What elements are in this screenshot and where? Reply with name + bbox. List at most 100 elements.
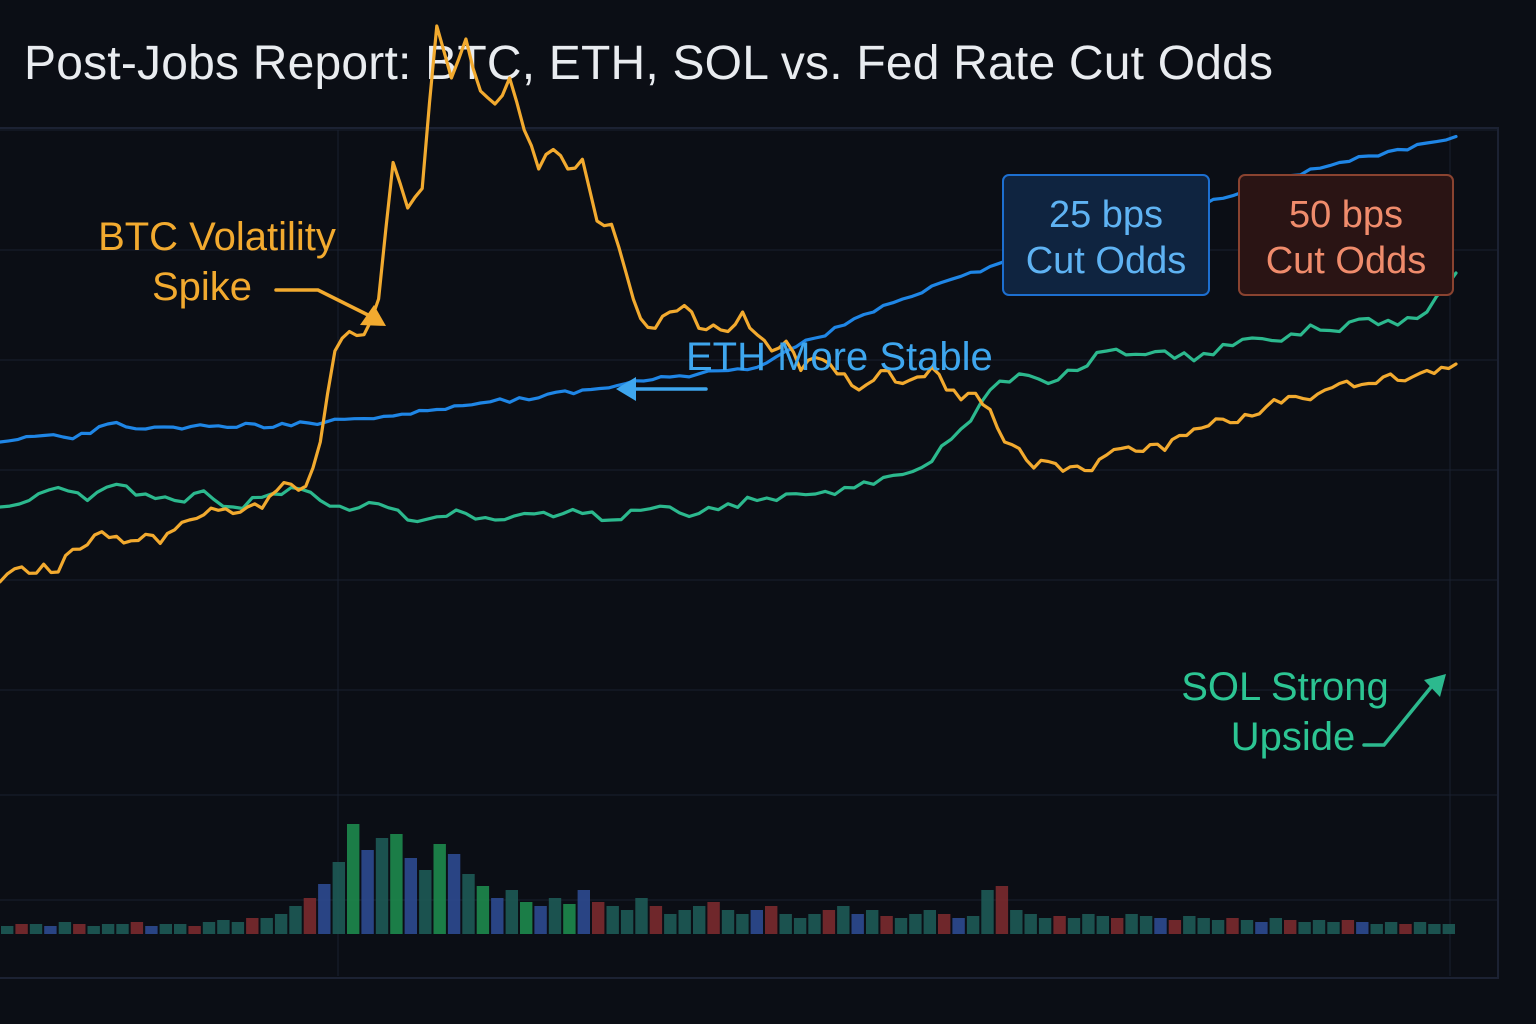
volume-bar <box>966 916 980 934</box>
btc-line <box>0 24 1458 584</box>
volume-bar <box>130 922 144 934</box>
volume-bar <box>649 906 663 934</box>
volume-bar <box>577 890 590 934</box>
btc-arrow <box>274 288 372 318</box>
volume-bars <box>1 824 1455 934</box>
btc-annotation-line2: Spike <box>151 265 253 309</box>
volume-bar <box>1139 916 1153 934</box>
volume-bar <box>894 918 908 934</box>
volume-bar <box>1370 924 1383 934</box>
volume-bar <box>995 886 1009 934</box>
volume-bar <box>188 926 201 934</box>
volume-bar <box>981 890 994 934</box>
cut-odds-50bps-badge: 50 bps Cut Odds <box>1238 174 1454 296</box>
volume-bar <box>1298 922 1311 934</box>
chart-title: Post-Jobs Report: BTC, ETH, SOL vs. Fed … <box>24 37 1274 90</box>
volume-bar <box>419 870 432 934</box>
volume-bar <box>1399 924 1412 934</box>
volume-bar <box>375 838 389 934</box>
volume-bar <box>1327 922 1340 934</box>
volume-bar <box>707 902 720 934</box>
annotation-arrows <box>274 288 1446 747</box>
volume-bar <box>29 924 43 934</box>
volume-bar <box>635 898 648 934</box>
volume-bar <box>952 918 965 934</box>
volume-bar <box>765 906 778 934</box>
volume-bar <box>404 858 417 934</box>
volume-bar <box>1356 922 1369 934</box>
volume-bar <box>1341 920 1355 934</box>
volume-bar <box>1183 916 1196 934</box>
volume-bar <box>1226 918 1239 934</box>
volume-bar <box>1442 924 1455 934</box>
chart-grid <box>0 127 1499 979</box>
volume-bar <box>1211 920 1225 934</box>
volume-bar <box>1312 920 1326 934</box>
volume-bar <box>1284 920 1297 934</box>
volume-bar <box>1010 910 1023 934</box>
volume-bar <box>1111 918 1124 934</box>
volume-bar <box>491 898 504 934</box>
sol-annotation-line1: SOL Strong <box>1181 665 1389 709</box>
volume-bar <box>808 914 821 934</box>
eth-annotation: ETH More Stable <box>686 335 993 379</box>
volume-bar <box>793 918 807 934</box>
volume-bar <box>1082 914 1095 934</box>
volume-bar <box>736 914 749 934</box>
volume-bar <box>87 926 100 934</box>
volume-bar <box>779 914 792 934</box>
volume-bar <box>750 910 763 934</box>
volume-bar <box>332 862 345 934</box>
volume-bar <box>606 906 619 934</box>
volume-bar <box>145 926 158 934</box>
volume-bar <box>1428 924 1441 934</box>
volume-bar <box>289 906 302 934</box>
volume-bar <box>347 824 360 934</box>
cut-odds-50bps-value: 50 bps <box>1288 194 1404 236</box>
volume-bar <box>174 924 187 934</box>
volume-bar <box>44 926 57 934</box>
cut-odds-25bps-value: 25 bps <box>1048 194 1164 236</box>
cut-odds-25bps-badge: 25 bps Cut Odds <box>1002 174 1210 296</box>
volume-bar <box>318 884 331 934</box>
volume-bar <box>1384 922 1398 934</box>
btc-arrow-head <box>360 305 386 326</box>
sol-annotation-line2: Upside <box>1230 715 1356 759</box>
volume-bar <box>548 898 562 934</box>
volume-bar <box>620 910 634 934</box>
eth-arrow-head <box>616 377 636 401</box>
volume-bar <box>217 920 230 934</box>
sol-annotation: SOL Strong Upside <box>1170 662 1400 762</box>
volume-bar <box>721 910 735 934</box>
volume-bar <box>678 910 691 934</box>
plot-frame <box>0 127 1499 979</box>
volume-bar <box>1168 920 1182 934</box>
volume-bar <box>101 924 115 934</box>
volume-bar <box>1024 914 1037 934</box>
volume-bar <box>822 910 836 934</box>
volume-bar <box>1413 922 1427 934</box>
volume-bar <box>274 914 288 934</box>
volume-bar <box>1096 916 1109 934</box>
volume-bar <box>866 910 879 934</box>
volume-bar <box>1053 916 1066 934</box>
volume-bar <box>116 924 129 934</box>
volume-bar <box>909 914 922 934</box>
volume-bar <box>1197 918 1210 934</box>
volume-bar <box>462 874 475 934</box>
volume-bar <box>923 910 936 934</box>
volume-bar <box>73 924 86 934</box>
volume-bar <box>476 886 490 934</box>
volume-bar <box>303 898 317 934</box>
volume-bar <box>246 918 259 934</box>
volume-bar <box>520 902 533 934</box>
volume-bar <box>1154 918 1167 934</box>
sol-arrow-head <box>1424 674 1446 697</box>
btc-annotation-line1: BTC Volatility <box>98 215 336 259</box>
volume-bar <box>1 926 14 934</box>
volume-bar <box>15 924 28 934</box>
volume-bar <box>390 834 403 934</box>
volume-bar <box>231 922 245 934</box>
volume-bar <box>592 902 605 934</box>
